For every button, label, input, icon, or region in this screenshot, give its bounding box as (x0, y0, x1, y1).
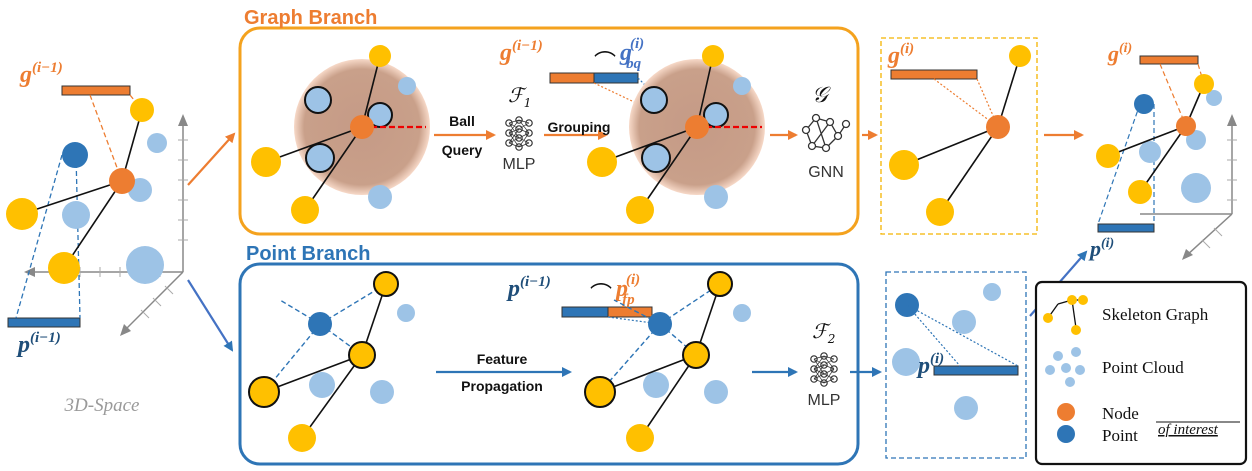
legend-skeleton-label: Skeleton Graph (1102, 305, 1209, 324)
graph-branch: Graph Branch Ball Query ℱ1 M (238, 7, 860, 236)
g-bq-label: g(i) bq (619, 36, 644, 72)
space-label: 3D-Space (64, 395, 140, 416)
legend-frame (1034, 280, 1248, 466)
g-cur-final-label: g(i) (1107, 41, 1132, 66)
mlp-icon-2 (810, 352, 838, 387)
point-propagated-group (584, 271, 751, 452)
mlp-icon (505, 116, 533, 151)
feature-prop-label-1: Feature (477, 351, 528, 367)
grouped-group (587, 45, 765, 224)
space-panel: g(i−1) p(i−1) 3D-Space (6, 60, 188, 416)
axis-depth (124, 271, 184, 331)
point-branch: Point Branch Feature (238, 243, 860, 466)
p-prev-concat-label: p(i−1) (506, 274, 551, 302)
feature-prop-label-2: Propagation (461, 378, 543, 394)
arrow-to-point-branch (187, 279, 234, 352)
arrow-to-graph-branch (187, 132, 236, 186)
final-output-panel: g(i) p(i) (1088, 41, 1237, 261)
point-output-box: p(i) (885, 271, 1027, 459)
point-branch-title: Point Branch (246, 243, 370, 265)
ball-query-label-2: Query (442, 142, 483, 158)
point-icon (1057, 425, 1075, 443)
concat-symbol: ⌒ (594, 51, 616, 76)
node-icon (1057, 403, 1075, 421)
g-prev-concat-label: g(i−1) (499, 38, 543, 66)
g-cur-box-label: g(i) (887, 41, 914, 69)
p-fp-label: p(i) fp (614, 272, 640, 308)
legend-cloud-label: Point Cloud (1102, 358, 1184, 377)
grouping-label: Grouping (548, 119, 611, 135)
graph-branch-title: Graph Branch (244, 7, 377, 29)
ball-query-group (251, 45, 430, 224)
legend: Skeleton Graph Point Cloud Node Point of… (1034, 280, 1248, 466)
p-cur-final-label: p(i) (1088, 236, 1114, 261)
point-cloud-icon (1045, 347, 1085, 387)
graph-branch-frame (238, 26, 860, 236)
gnn-label: GNN (808, 164, 844, 181)
g-prev-label: g(i−1) (19, 60, 63, 88)
ball-query-label-1: Ball (449, 113, 475, 129)
point-branch-frame (238, 262, 860, 466)
mlp-label-1: MLP (503, 156, 536, 173)
legend-of-interest-label: of interest (1158, 422, 1219, 438)
skeleton-graph-icon (1043, 295, 1088, 335)
concat-symbol-2: ⌒ (590, 283, 612, 308)
f1-label: ℱ1 (508, 83, 531, 110)
graph-output-box: g(i) (880, 37, 1038, 235)
point-input-group (248, 271, 415, 452)
gnn-icon (801, 113, 851, 153)
g-op-label: 𝒢 (812, 83, 831, 108)
f2-label: ℱ2 (812, 319, 835, 346)
legend-node-label: Node (1102, 404, 1139, 423)
legend-point-label: Point (1102, 426, 1138, 445)
p-prev-label: p(i−1) (16, 330, 61, 358)
p-prev-feature-bar (7, 317, 81, 328)
p-cur-box-label: p(i) (916, 351, 944, 379)
node-of-interest (109, 168, 135, 194)
point-of-interest (62, 142, 88, 168)
mlp-label-2: MLP (808, 392, 841, 409)
g-prev-feature-bar (61, 85, 131, 96)
